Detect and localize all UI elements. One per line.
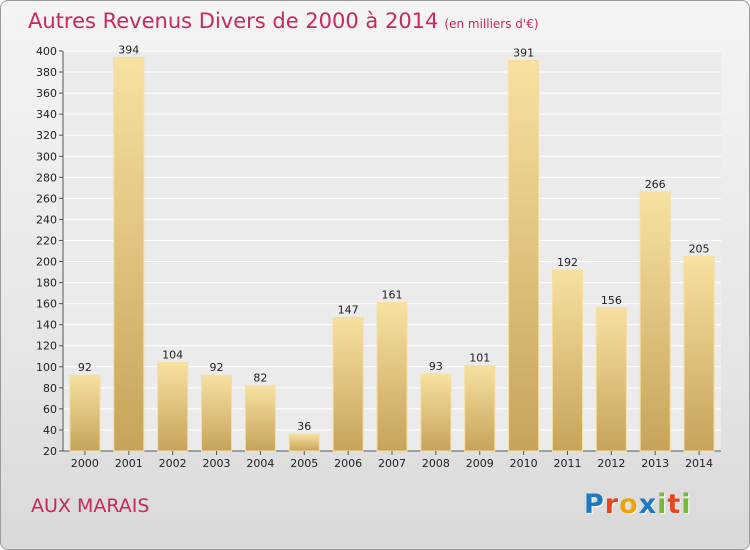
logo-letter: x [638, 489, 658, 520]
bar [157, 362, 189, 452]
bar [551, 269, 583, 452]
bar-value-label: 147 [338, 303, 359, 316]
bar [464, 365, 496, 452]
logo-letter: i [681, 489, 692, 520]
y-tick-label: 60 [43, 403, 57, 416]
y-tick-label: 80 [43, 382, 57, 395]
bar-value-label: 104 [162, 349, 183, 362]
y-tick-label: 280 [36, 171, 57, 184]
bar [69, 374, 101, 452]
y-tick-label: 260 [36, 192, 57, 205]
bar-value-label: 192 [557, 256, 578, 269]
y-tick-label: 20 [43, 445, 57, 458]
bar-value-label: 36 [297, 420, 311, 433]
commune-name: AUX MARAIS [31, 495, 150, 517]
y-tick-label: 360 [36, 87, 57, 100]
x-tick-label: 2010 [510, 457, 538, 470]
bar [376, 302, 408, 452]
y-tick-label: 300 [36, 150, 57, 163]
x-tick-label: 2011 [553, 457, 581, 470]
y-tick-label: 380 [36, 66, 57, 79]
x-tick-label: 2008 [422, 457, 450, 470]
bar-value-label: 161 [382, 289, 403, 302]
bar [420, 373, 452, 452]
bar-value-label: 93 [429, 360, 443, 373]
bar [201, 374, 233, 452]
bar [244, 385, 276, 452]
proxiti-logo: Proxiti [584, 489, 692, 520]
x-tick-label: 2000 [71, 457, 99, 470]
y-tick-label: 120 [36, 340, 57, 353]
bar [639, 191, 671, 452]
x-tick-label: 2006 [334, 457, 362, 470]
x-tick-label: 2004 [246, 457, 274, 470]
title-unit: (en milliers d'€) [444, 17, 539, 31]
bar [113, 56, 145, 452]
bar [508, 59, 540, 452]
x-tick-label: 2003 [203, 457, 231, 470]
bar-value-label: 394 [118, 43, 139, 56]
logo-letter: i [657, 489, 668, 520]
x-tick-label: 2009 [466, 457, 494, 470]
y-tick-label: 180 [36, 277, 57, 290]
y-tick-label: 160 [36, 298, 57, 311]
bar-value-label: 92 [78, 361, 92, 374]
y-tick-label: 320 [36, 129, 57, 142]
x-tick-label: 2005 [290, 457, 318, 470]
bar-value-label: 391 [513, 46, 534, 59]
bar [595, 307, 627, 452]
x-tick-label: 2014 [685, 457, 713, 470]
logo-letter: t [667, 489, 682, 520]
bar-value-label: 205 [689, 242, 710, 255]
bar-value-label: 156 [601, 294, 622, 307]
logo-letter: o [619, 489, 639, 520]
bar-value-label: 82 [253, 372, 267, 385]
y-tick-label: 340 [36, 108, 57, 121]
y-tick-label: 220 [36, 234, 57, 247]
title-text: Autres Revenus Divers de 2000 à 2014 [28, 9, 439, 33]
x-tick-label: 2012 [597, 457, 625, 470]
y-tick-label: 100 [36, 361, 57, 374]
bar-value-label: 92 [210, 361, 224, 374]
y-tick-label: 400 [36, 45, 57, 58]
bar [288, 433, 320, 452]
bar-value-label: 266 [645, 178, 666, 191]
x-tick-label: 2001 [115, 457, 143, 470]
x-tick-label: 2007 [378, 457, 406, 470]
y-tick-label: 140 [36, 319, 57, 332]
bar-value-label: 101 [469, 352, 490, 365]
x-tick-label: 2013 [641, 457, 669, 470]
bar [683, 255, 715, 452]
logo-letter: r [604, 489, 620, 520]
bar [332, 316, 364, 452]
logo-letter: P [584, 489, 605, 520]
y-tick-label: 240 [36, 213, 57, 226]
chart-title: Autres Revenus Divers de 2000 à 2014 (en … [28, 9, 539, 33]
y-tick-label: 40 [43, 424, 57, 437]
y-tick-label: 200 [36, 256, 57, 269]
x-tick-label: 2002 [159, 457, 187, 470]
